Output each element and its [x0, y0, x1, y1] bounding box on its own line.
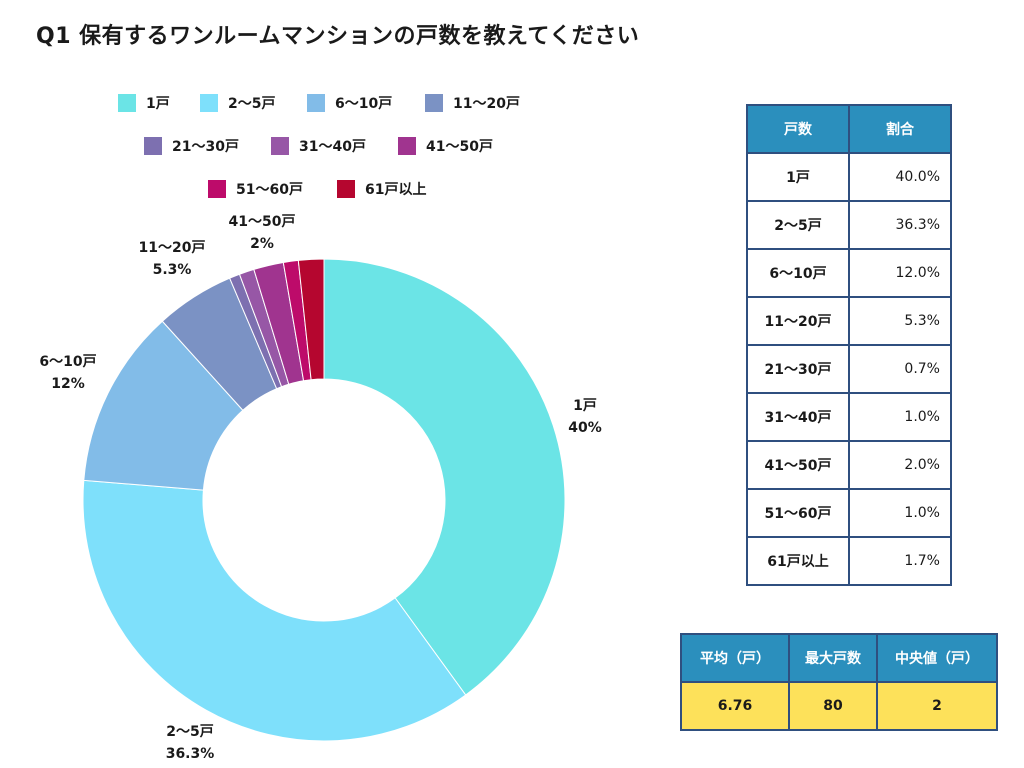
slice-label-percent: 40% — [568, 420, 602, 436]
ratio-value-cell: 5.3% — [848, 296, 952, 346]
legend-swatch — [307, 94, 325, 112]
legend-label: 1戸 — [146, 96, 170, 112]
stats-header-mean: 平均（戸） — [680, 633, 790, 683]
donut-chart: 1戸 40%2〜5戸 36.3%6〜10戸 12%11〜20戸 5.3%41〜50戸 2% — [39, 214, 602, 762]
ratio-table-row: 6〜10戸 12.0% — [746, 248, 952, 298]
slice-label-percent: 36.3% — [166, 746, 215, 762]
ratio-category-cell: 6〜10戸 — [746, 248, 850, 298]
ratio-value-cell: 36.3% — [848, 200, 952, 250]
ratio-category-cell: 51〜60戸 — [746, 488, 850, 538]
slice-label-category: 6〜10戸 — [39, 354, 96, 370]
donut-slice — [82, 479, 467, 742]
stats-header-max: 最大戸数 — [788, 633, 878, 683]
stats-table: 平均（戸） 最大戸数 中央値（戸） 6.76 80 2 — [680, 633, 998, 731]
legend-label: 2〜5戸 — [228, 96, 276, 112]
slice-data-label: 6〜10戸 12% — [39, 354, 96, 392]
legend-swatch — [425, 94, 443, 112]
ratio-category-cell: 21〜30戸 — [746, 344, 850, 394]
legend-swatch — [118, 94, 136, 112]
chart-title: Q1 保有するワンルームマンションの戸数を教えてください — [36, 24, 640, 49]
ratio-category-cell: 11〜20戸 — [746, 296, 850, 346]
stats-header-median: 中央値（戸） — [876, 633, 998, 683]
legend-item: 11〜20戸 — [425, 93, 520, 113]
legend-label: 21〜30戸 — [172, 139, 239, 155]
ratio-value-cell: 12.0% — [848, 248, 952, 298]
stats-table-value-row: 6.76 80 2 — [680, 681, 998, 731]
ratio-category-cell: 1戸 — [746, 152, 850, 202]
legend-label: 11〜20戸 — [453, 96, 520, 112]
ratio-category-cell: 61戸以上 — [746, 536, 850, 586]
slice-label-category: 11〜20戸 — [139, 240, 206, 256]
donut-slice — [83, 320, 244, 491]
stats-table-header-row: 平均（戸） 最大戸数 中央値（戸） — [680, 633, 998, 683]
ratio-category-cell: 2〜5戸 — [746, 200, 850, 250]
ratio-value-cell: 2.0% — [848, 440, 952, 490]
ratio-table-header-row: 戸数 割合 — [746, 104, 952, 154]
legend-item: 21〜30戸 — [144, 136, 239, 156]
stats-value-max: 80 — [788, 681, 878, 731]
slice-label-category: 2〜5戸 — [166, 724, 213, 740]
ratio-table-row: 21〜30戸 0.7% — [746, 344, 952, 394]
ratio-category-cell: 41〜50戸 — [746, 440, 850, 490]
ratio-category-cell: 31〜40戸 — [746, 392, 850, 442]
legend-swatch — [200, 94, 218, 112]
slice-data-label: 1戸 40% — [568, 398, 602, 436]
slice-data-label: 41〜50戸 2% — [229, 214, 296, 252]
slice-label-percent: 5.3% — [153, 262, 192, 278]
slice-data-label: 11〜20戸 5.3% — [139, 240, 206, 278]
ratio-value-cell: 0.7% — [848, 344, 952, 394]
legend-swatch — [208, 180, 226, 198]
legend-item: 51〜60戸 — [208, 179, 303, 199]
slice-data-label: 2〜5戸 36.3% — [166, 724, 215, 762]
ratio-table: 戸数 割合 1戸 40.0% 2〜5戸 36.3% 6〜10戸 12.0% 11〜20戸 5.… — [746, 104, 952, 586]
slice-label-percent: 12% — [51, 376, 85, 392]
stats-value-mean: 6.76 — [680, 681, 790, 731]
legend-swatch — [337, 180, 355, 198]
slice-label-percent: 2% — [250, 236, 274, 252]
donut-slice — [297, 258, 325, 381]
legend-item: 31〜40戸 — [271, 136, 366, 156]
legend-label: 61戸以上 — [365, 182, 427, 198]
legend-label: 41〜50戸 — [426, 139, 493, 155]
ratio-table-row: 61戸以上 1.7% — [746, 536, 952, 586]
slice-label-category: 1戸 — [573, 398, 597, 414]
stats-value-median: 2 — [876, 681, 998, 731]
ratio-table-row: 1戸 40.0% — [746, 152, 952, 202]
ratio-value-cell: 40.0% — [848, 152, 952, 202]
slice-label-category: 41〜50戸 — [229, 214, 296, 230]
legend-item: 1戸 — [118, 93, 170, 113]
ratio-table-row: 11〜20戸 5.3% — [746, 296, 952, 346]
legend-item: 61戸以上 — [337, 179, 426, 199]
ratio-header-ratio: 割合 — [848, 104, 952, 154]
legend-item: 41〜50戸 — [398, 136, 493, 156]
legend-label: 51〜60戸 — [236, 182, 303, 198]
donut-slice — [323, 258, 566, 696]
ratio-table-row: 41〜50戸 2.0% — [746, 440, 952, 490]
legend-item: 2〜5戸 — [200, 93, 275, 113]
ratio-value-cell: 1.0% — [848, 392, 952, 442]
ratio-table-row: 31〜40戸 1.0% — [746, 392, 952, 442]
legend-label: 6〜10戸 — [335, 96, 393, 112]
ratio-header-count: 戸数 — [746, 104, 850, 154]
ratio-table-row: 51〜60戸 1.0% — [746, 488, 952, 538]
legend-swatch — [144, 137, 162, 155]
legend-label: 31〜40戸 — [299, 139, 366, 155]
legend-item: 6〜10戸 — [307, 93, 392, 113]
legend-swatch — [271, 137, 289, 155]
ratio-table-row: 2〜5戸 36.3% — [746, 200, 952, 250]
ratio-value-cell: 1.7% — [848, 536, 952, 586]
legend-swatch — [398, 137, 416, 155]
ratio-value-cell: 1.0% — [848, 488, 952, 538]
